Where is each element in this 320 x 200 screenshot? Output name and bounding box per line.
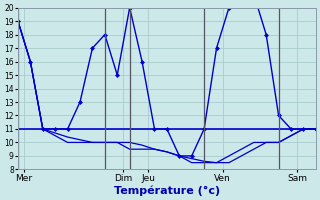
X-axis label: Température (°c): Température (°c) <box>114 185 220 196</box>
